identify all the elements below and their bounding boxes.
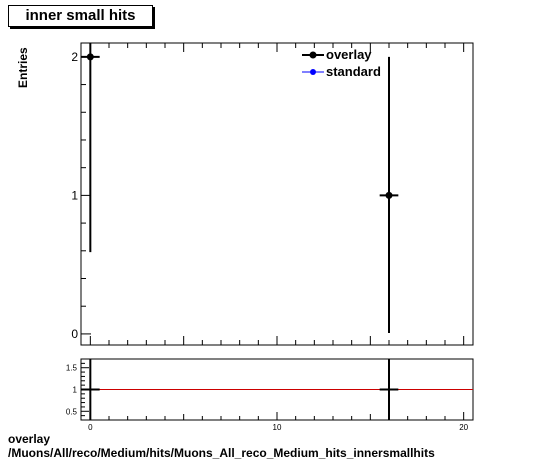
main-plot-frame — [80, 42, 474, 346]
ratio-y-tick-label: 1 — [73, 386, 78, 395]
footer-path: /Muons/All/reco/Medium/hits/Muons_All_re… — [8, 446, 435, 460]
overlay-point — [385, 191, 393, 199]
histogram-title: inner small hits — [8, 5, 153, 27]
y-tick-label: 2 — [71, 50, 78, 64]
ratio-y-tick-label: 1.5 — [66, 364, 78, 373]
legend-overlay-label: overlay — [326, 47, 372, 62]
ratio-y-tick-label: 0.5 — [66, 407, 78, 416]
overlay-point — [86, 53, 94, 61]
y-tick-label: 0 — [71, 327, 78, 341]
ratio-x-tick-label: 10 — [273, 423, 282, 432]
legend-standard-label: standard — [326, 64, 381, 79]
ratio-x-tick-label: 20 — [459, 423, 468, 432]
legend-overlay-marker — [309, 51, 317, 59]
y-tick-label: 1 — [71, 188, 78, 202]
legend-standard-marker — [310, 69, 316, 75]
ratio-x-tick-label: 0 — [88, 423, 93, 432]
footer-label: overlay — [8, 432, 51, 446]
